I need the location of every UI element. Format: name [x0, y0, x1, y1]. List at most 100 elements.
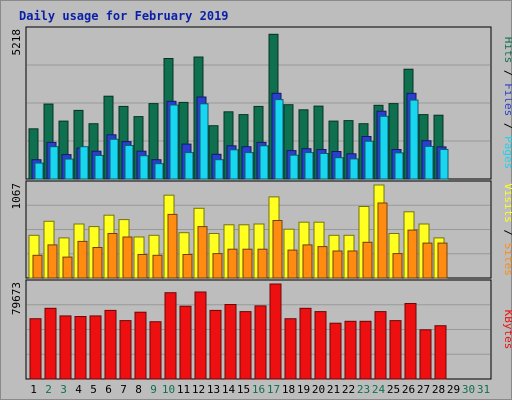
day-label-11: 11 [177, 383, 190, 396]
bar-sites-day-2 [47, 244, 58, 279]
bar-kbytes-day-3 [59, 315, 72, 380]
day-label-31: 31 [477, 383, 490, 396]
bar-pages-day-3 [64, 158, 74, 180]
day-label-19: 19 [297, 383, 310, 396]
max-label-pages-files-hits: 5218 [10, 29, 23, 56]
bar-sites-day-23 [362, 241, 373, 279]
bar-kbytes-day-17 [269, 283, 282, 380]
bar-kbytes-day-8 [134, 311, 147, 380]
bar-sites-day-17 [272, 220, 283, 279]
bar-sites-day-11 [182, 254, 193, 279]
bar-pages-day-18 [289, 154, 299, 180]
bar-sites-day-26 [407, 229, 418, 279]
bar-sites-day-21 [332, 250, 343, 279]
bar-sites-day-27 [422, 242, 433, 279]
bar-kbytes-day-13 [209, 309, 222, 380]
day-label-4: 4 [75, 383, 82, 396]
bar-sites-day-20 [317, 246, 328, 279]
bar-kbytes-day-1 [29, 318, 42, 380]
legend-entry-kbytes: KBytes [502, 310, 512, 350]
day-label-25: 25 [387, 383, 400, 396]
bar-pages-day-20 [319, 153, 329, 180]
bar-kbytes-day-21 [329, 322, 342, 380]
bar-sites-day-28 [437, 242, 448, 279]
bar-pages-day-19 [304, 152, 314, 180]
bar-kbytes-day-19 [299, 307, 312, 380]
bar-kbytes-day-25 [389, 320, 402, 380]
day-label-29: 29 [447, 383, 460, 396]
bar-kbytes-day-6 [104, 309, 117, 380]
day-label-7: 7 [120, 383, 127, 396]
day-label-9: 9 [150, 383, 157, 396]
bar-kbytes-day-10 [164, 292, 177, 380]
day-label-14: 14 [222, 383, 236, 396]
day-label-24: 24 [372, 383, 386, 396]
bar-sites-day-5 [92, 247, 103, 279]
day-label-23: 23 [357, 383, 370, 396]
bar-sites-day-10 [167, 213, 178, 279]
legend-separator: / [502, 223, 512, 243]
bar-sites-day-14 [227, 248, 238, 279]
bar-kbytes-day-11 [179, 305, 192, 380]
bar-pages-day-15 [244, 152, 254, 180]
day-label-8: 8 [135, 383, 142, 396]
bar-kbytes-day-27 [419, 329, 432, 380]
day-label-5: 5 [90, 383, 97, 396]
bar-pages-day-11 [184, 152, 194, 180]
bar-kbytes-day-23 [359, 320, 372, 380]
bar-pages-day-22 [349, 158, 359, 180]
bar-kbytes-day-18 [284, 318, 297, 380]
legend-entry-sites: Sites [502, 243, 512, 276]
day-label-12: 12 [192, 383, 205, 396]
day-label-22: 22 [342, 383, 355, 396]
bar-kbytes-day-16 [254, 305, 267, 380]
day-label-21: 21 [327, 383, 340, 396]
bar-kbytes-day-14 [224, 304, 237, 380]
bar-pages-day-7 [124, 145, 134, 180]
max-label-sites-visits: 1067 [10, 183, 23, 210]
bar-kbytes-day-24 [374, 311, 387, 380]
bar-pages-day-8 [139, 155, 149, 180]
bar-pages-day-28 [439, 149, 449, 180]
bar-sites-day-9 [152, 254, 163, 279]
day-label-16: 16 [252, 383, 265, 396]
bar-pages-day-13 [214, 159, 224, 180]
bar-pages-day-6 [109, 138, 119, 180]
day-label-30: 30 [462, 383, 475, 396]
legend-kbytes: KBytes [502, 310, 512, 350]
bar-pages-day-26 [409, 99, 419, 180]
legend-entry-files: Files [502, 83, 512, 116]
bar-sites-day-18 [287, 249, 298, 279]
bar-pages-day-24 [379, 115, 389, 180]
bar-pages-day-14 [229, 149, 239, 180]
bar-pages-day-5 [94, 155, 104, 180]
bar-pages-day-4 [79, 146, 89, 180]
bar-sites-day-3 [62, 256, 73, 279]
day-label-18: 18 [282, 383, 295, 396]
bar-kbytes-day-15 [239, 311, 252, 380]
legend-sites-visits: Visits / Sites [502, 183, 512, 276]
bar-pages-day-23 [364, 140, 374, 180]
bar-sites-day-6 [107, 233, 118, 279]
bar-kbytes-day-28 [434, 325, 447, 380]
bar-sites-day-24 [377, 202, 388, 279]
bar-kbytes-day-20 [314, 311, 327, 380]
day-label-2: 2 [45, 383, 52, 396]
bar-sites-day-13 [212, 253, 223, 279]
day-label-1: 1 [30, 383, 37, 396]
max-label-kbytes: 79673 [10, 282, 23, 315]
bar-sites-day-22 [347, 250, 358, 279]
bar-pages-day-10 [169, 104, 179, 180]
legend-pages-files-hits: Hits / Files / Pages [502, 37, 512, 170]
day-label-26: 26 [402, 383, 415, 396]
bar-pages-day-9 [154, 163, 164, 180]
bar-sites-day-19 [302, 244, 313, 279]
bar-kbytes-day-5 [89, 315, 102, 380]
bar-pages-day-12 [199, 103, 209, 180]
bar-sites-day-4 [77, 240, 88, 279]
day-label-20: 20 [312, 383, 325, 396]
day-label-27: 27 [417, 383, 430, 396]
day-label-13: 13 [207, 383, 220, 396]
day-label-28: 28 [432, 383, 445, 396]
